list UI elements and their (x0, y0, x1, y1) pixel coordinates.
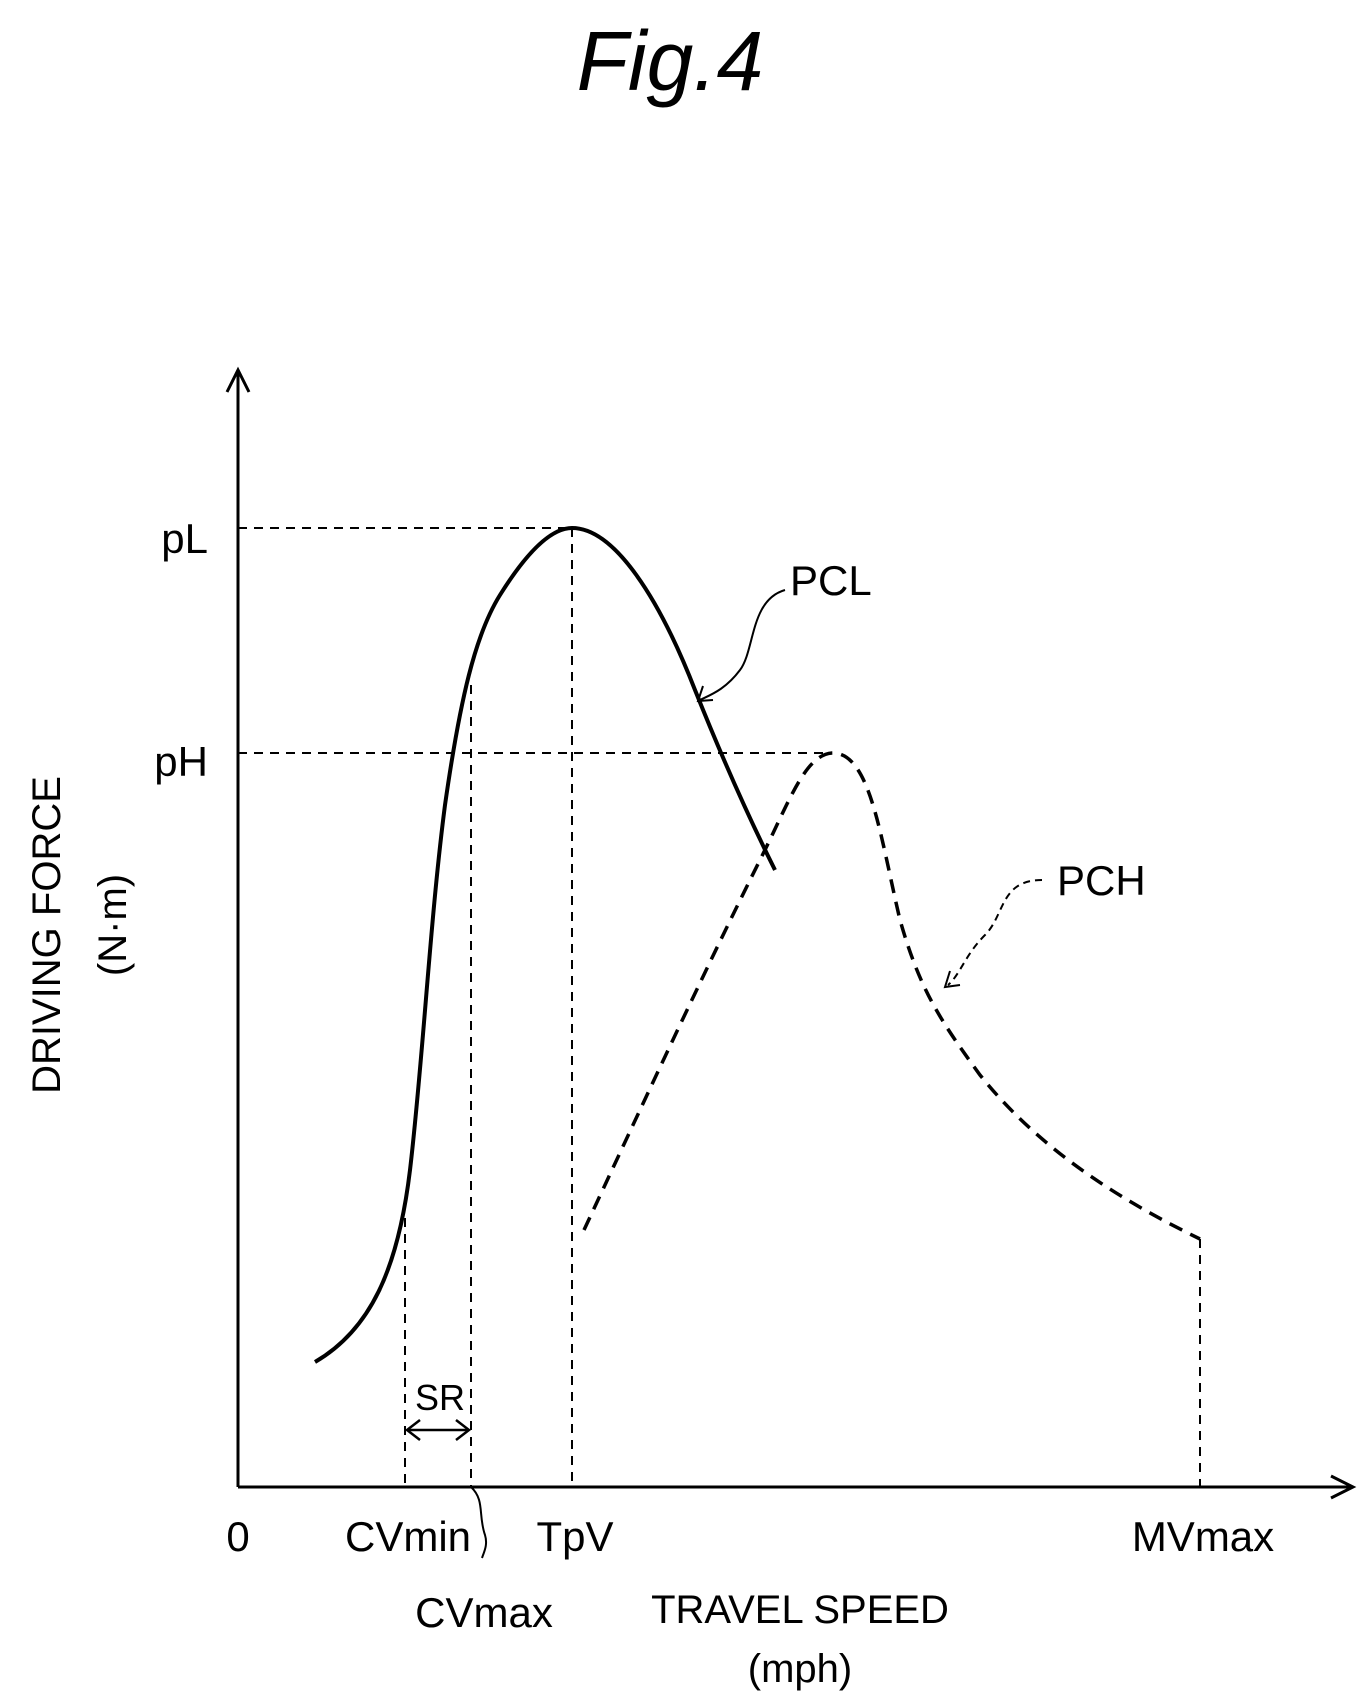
y-axis-label-line1: DRIVING FORCE (25, 776, 69, 1094)
pcl-leader-arrowhead (696, 685, 714, 703)
y-axis-arrowhead (225, 366, 251, 393)
x-axis-label-line1: TRAVEL SPEED (651, 1588, 949, 1632)
pcl-leader-line (699, 589, 786, 701)
origin-label: 0 (226, 1513, 249, 1560)
pch-leader-arrowhead (943, 970, 961, 989)
ph-label: pH (154, 738, 208, 785)
mvmax-label: MVmax (1132, 1513, 1274, 1560)
y-axis-label-line2: (N·m) (91, 874, 135, 976)
sr-label: SR (415, 1377, 465, 1418)
pl-label: pL (161, 515, 208, 562)
pch-leader-line (947, 879, 1043, 986)
pch-label: PCH (1057, 857, 1146, 904)
tpv-label: TpV (536, 1513, 613, 1560)
pcl-curve (313, 525, 777, 1364)
cvmax-leader-line (470, 1486, 488, 1559)
axes (225, 366, 1357, 1500)
reference-lines (238, 527, 1201, 1487)
x-axis-label-line2: (mph) (748, 1647, 852, 1691)
pch-curve (582, 751, 1201, 1241)
sr-range-arrow (404, 1419, 472, 1441)
figure-title: Fig.4 (577, 14, 764, 108)
x-axis-arrowhead (1330, 1474, 1357, 1500)
cvmax-label: CVmax (415, 1589, 553, 1636)
cvmin-label: CVmin (345, 1513, 471, 1560)
pcl-label: PCL (790, 557, 872, 604)
